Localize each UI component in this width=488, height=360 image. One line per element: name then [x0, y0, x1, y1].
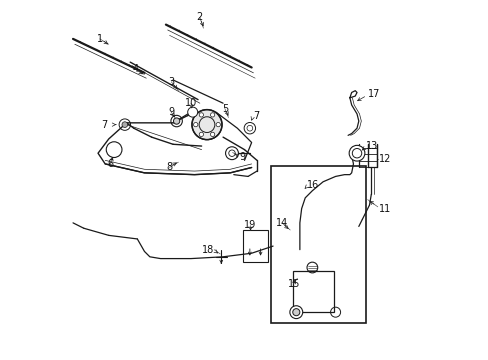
Text: 1: 1: [97, 34, 102, 44]
Text: 8: 8: [166, 162, 172, 172]
Text: 4: 4: [132, 64, 138, 74]
Text: 13: 13: [365, 141, 377, 151]
Text: 9: 9: [168, 107, 174, 117]
Circle shape: [199, 132, 203, 136]
Text: 12: 12: [378, 154, 390, 163]
Bar: [242, 230, 267, 262]
Text: 14: 14: [275, 218, 287, 228]
Text: 6: 6: [107, 159, 113, 169]
Circle shape: [192, 110, 222, 140]
Circle shape: [289, 306, 302, 319]
Circle shape: [122, 122, 127, 127]
Text: 16: 16: [306, 180, 319, 190]
Circle shape: [216, 122, 220, 127]
Text: 7: 7: [253, 111, 259, 121]
Circle shape: [292, 309, 299, 316]
Circle shape: [106, 142, 122, 157]
Text: 2: 2: [196, 13, 203, 22]
Circle shape: [193, 122, 198, 127]
Text: 18: 18: [202, 245, 214, 255]
Text: 3: 3: [168, 77, 174, 87]
Circle shape: [210, 113, 214, 117]
Bar: [292, 271, 333, 312]
Text: 19: 19: [244, 220, 256, 230]
Text: 11: 11: [378, 203, 390, 213]
Text: 7: 7: [101, 120, 107, 130]
Circle shape: [348, 145, 364, 161]
Text: 17: 17: [367, 89, 379, 99]
Circle shape: [173, 118, 180, 124]
Text: 15: 15: [287, 279, 299, 289]
Text: 10: 10: [184, 98, 197, 108]
Text: 5: 5: [221, 104, 227, 113]
Circle shape: [210, 132, 214, 136]
Circle shape: [199, 113, 203, 117]
Bar: [271, 166, 365, 323]
Circle shape: [187, 107, 197, 117]
Text: 9: 9: [239, 152, 245, 162]
